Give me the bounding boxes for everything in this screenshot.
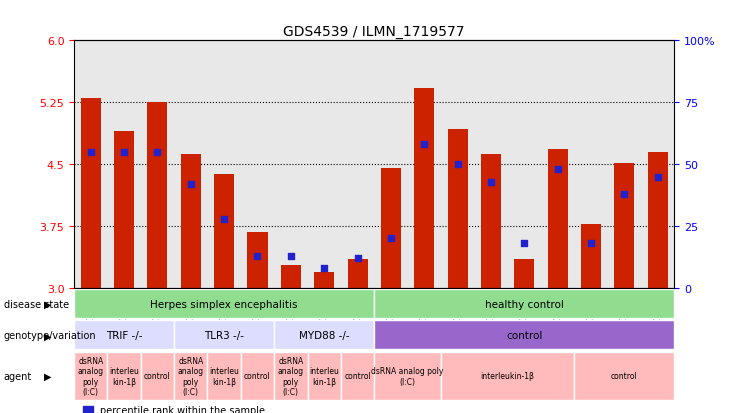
Text: MYD88 -/-: MYD88 -/-: [299, 330, 350, 340]
FancyBboxPatch shape: [274, 352, 308, 400]
FancyBboxPatch shape: [141, 352, 174, 400]
Text: control: control: [244, 371, 271, 380]
Bar: [414, 89, 434, 288]
FancyBboxPatch shape: [74, 321, 174, 350]
Text: ▶: ▶: [44, 330, 52, 340]
Bar: [514, 259, 534, 288]
Point: [652, 174, 664, 180]
Text: healthy control: healthy control: [485, 299, 564, 309]
FancyBboxPatch shape: [308, 352, 341, 400]
FancyBboxPatch shape: [374, 321, 674, 350]
Point: [451, 161, 464, 168]
Text: control: control: [506, 330, 542, 340]
Text: TRIF -/-: TRIF -/-: [106, 330, 142, 340]
Text: TLR3 -/-: TLR3 -/-: [205, 330, 244, 340]
FancyBboxPatch shape: [174, 352, 207, 400]
Text: interleu
kin-1β: interleu kin-1β: [309, 366, 339, 386]
Bar: [348, 259, 368, 288]
Point: [585, 240, 597, 247]
Point: [519, 240, 531, 247]
Bar: [247, 233, 268, 288]
Text: ▶: ▶: [44, 371, 52, 381]
Point: [218, 216, 230, 223]
FancyBboxPatch shape: [207, 352, 241, 400]
Bar: [481, 155, 501, 288]
Point: [185, 181, 197, 188]
FancyBboxPatch shape: [341, 352, 374, 400]
Text: dsRNA
analog
poly
(I:C): dsRNA analog poly (I:C): [178, 356, 204, 396]
Point: [319, 265, 330, 272]
Title: GDS4539 / ILMN_1719577: GDS4539 / ILMN_1719577: [284, 25, 465, 39]
Point: [352, 255, 364, 262]
Text: interleu
kin-1β: interleu kin-1β: [109, 366, 139, 386]
FancyBboxPatch shape: [74, 352, 107, 400]
Text: control: control: [611, 371, 638, 380]
FancyBboxPatch shape: [374, 352, 441, 400]
Text: control: control: [344, 371, 371, 380]
Point: [551, 166, 563, 173]
Bar: [581, 224, 601, 288]
Point: [85, 149, 96, 156]
Bar: [614, 163, 634, 288]
FancyBboxPatch shape: [574, 352, 674, 400]
Text: dsRNA analog poly
(I:C): dsRNA analog poly (I:C): [371, 366, 444, 386]
Text: disease state: disease state: [4, 299, 69, 309]
Legend: transformed count, percentile rank within the sample: transformed count, percentile rank withi…: [79, 387, 269, 413]
Text: ▶: ▶: [44, 299, 52, 309]
FancyBboxPatch shape: [174, 321, 274, 350]
Bar: [314, 272, 334, 288]
FancyBboxPatch shape: [374, 289, 674, 318]
FancyBboxPatch shape: [441, 352, 574, 400]
Bar: [448, 129, 468, 288]
Text: dsRNA
analog
poly
(I:C): dsRNA analog poly (I:C): [78, 356, 104, 396]
Bar: [81, 99, 101, 288]
Text: genotype/variation: genotype/variation: [4, 330, 96, 340]
Point: [418, 142, 430, 148]
Point: [285, 253, 296, 259]
Bar: [147, 103, 167, 288]
Point: [618, 191, 630, 198]
Point: [485, 179, 496, 185]
FancyBboxPatch shape: [107, 352, 141, 400]
Bar: [648, 152, 668, 288]
Bar: [548, 150, 568, 288]
Bar: [114, 132, 134, 288]
Text: Herpes simplex encephalitis: Herpes simplex encephalitis: [150, 299, 298, 309]
Point: [119, 149, 130, 156]
FancyBboxPatch shape: [241, 352, 274, 400]
Bar: [381, 169, 401, 288]
Bar: [214, 175, 234, 288]
Bar: [281, 265, 301, 288]
Text: dsRNA
analog
poly
(I:C): dsRNA analog poly (I:C): [278, 356, 304, 396]
Point: [251, 253, 264, 259]
Point: [385, 235, 397, 242]
FancyBboxPatch shape: [274, 321, 374, 350]
Text: interleu
kin-1β: interleu kin-1β: [209, 366, 239, 386]
Bar: [181, 155, 201, 288]
Text: control: control: [144, 371, 171, 380]
FancyBboxPatch shape: [74, 289, 374, 318]
Text: agent: agent: [4, 371, 32, 381]
Point: [151, 149, 163, 156]
Text: interleukin-1β: interleukin-1β: [481, 371, 534, 380]
